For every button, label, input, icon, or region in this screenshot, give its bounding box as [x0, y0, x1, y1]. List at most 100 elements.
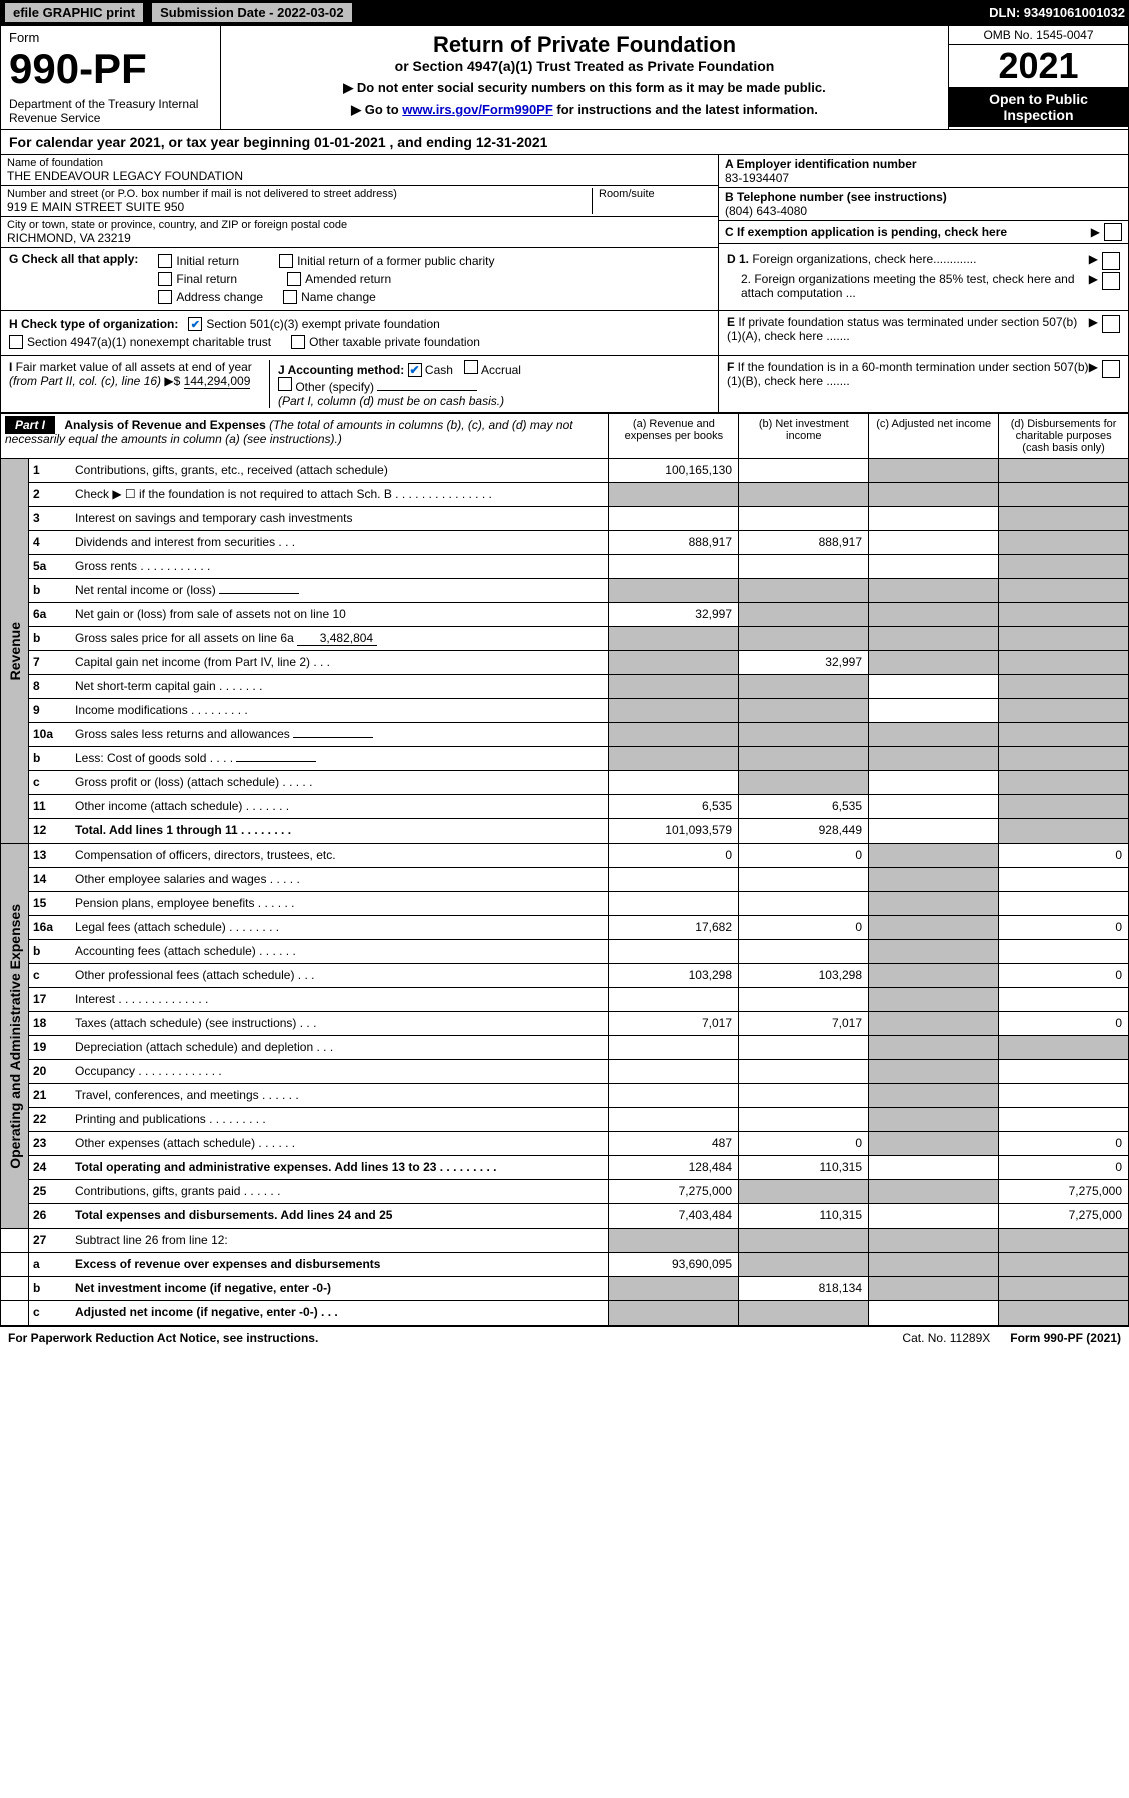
- row-desc: Net rental income or (loss): [69, 579, 608, 602]
- table-cell: 7,017: [738, 1012, 868, 1035]
- table-cell: [738, 603, 868, 626]
- row-num: 13: [29, 844, 69, 867]
- accrual-checkbox[interactable]: [464, 360, 478, 374]
- table-cell: [998, 651, 1128, 674]
- calendar-year: For calendar year 2021, or tax year begi…: [0, 130, 1129, 155]
- table-cell: [868, 1253, 998, 1276]
- table-cell: [608, 723, 738, 746]
- amended-checkbox[interactable]: [287, 272, 301, 286]
- table-cell: [998, 1253, 1128, 1276]
- d2-label: 2. Foreign organizations meeting the 85%…: [727, 272, 1089, 300]
- dln: DLN: 93491061001032: [989, 5, 1125, 20]
- table-cell: 6,535: [608, 795, 738, 818]
- row-desc: Other professional fees (attach schedule…: [69, 964, 608, 987]
- table-cell: [868, 507, 998, 530]
- row-num: b: [29, 627, 69, 650]
- other-taxable-checkbox[interactable]: [291, 335, 305, 349]
- row-desc: Pension plans, employee benefits . . . .…: [69, 892, 608, 915]
- table-cell: [868, 892, 998, 915]
- row-desc: Net investment income (if negative, ente…: [69, 1277, 608, 1300]
- irs-link[interactable]: www.irs.gov/Form990PF: [402, 102, 553, 117]
- row-num: 16a: [29, 916, 69, 939]
- table-row: 15Pension plans, employee benefits . . .…: [29, 892, 1128, 916]
- table-cell: [868, 579, 998, 602]
- addr-change-checkbox[interactable]: [158, 290, 172, 304]
- row-num: 25: [29, 1180, 69, 1203]
- e-checkbox[interactable]: [1102, 315, 1120, 333]
- table-cell: [998, 1060, 1128, 1083]
- tax-year: 2021: [949, 45, 1128, 87]
- table-cell: [998, 555, 1128, 578]
- row-num: 2: [29, 483, 69, 506]
- table-cell: 7,275,000: [608, 1180, 738, 1203]
- h-section: H Check type of organization:✔Section 50…: [0, 311, 1129, 356]
- table-cell: [998, 988, 1128, 1011]
- c-checkbox[interactable]: [1104, 223, 1122, 241]
- table-cell: 487: [608, 1132, 738, 1155]
- d1-checkbox[interactable]: [1102, 252, 1120, 270]
- g-opt-5: Name change: [301, 290, 376, 304]
- g-section: G Check all that apply: Initial returnIn…: [0, 248, 1129, 311]
- table-cell: [868, 940, 998, 963]
- f-checkbox[interactable]: [1102, 360, 1120, 378]
- table-row: 4Dividends and interest from securities …: [29, 531, 1128, 555]
- form-number: 990-PF: [9, 45, 212, 93]
- table-row: 18Taxes (attach schedule) (see instructi…: [29, 1012, 1128, 1036]
- final-return-checkbox[interactable]: [158, 272, 172, 286]
- efile-header: efile GRAPHIC print Submission Date - 20…: [0, 0, 1129, 25]
- 501c3-checkbox[interactable]: ✔: [188, 317, 202, 331]
- row-num: 17: [29, 988, 69, 1011]
- table-cell: [868, 627, 998, 650]
- row-num: 10a: [29, 723, 69, 746]
- table-cell: [868, 1156, 998, 1179]
- efile-print-btn[interactable]: efile GRAPHIC print: [4, 2, 144, 23]
- row-desc: Income modifications . . . . . . . . .: [69, 699, 608, 722]
- row-desc: Total operating and administrative expen…: [69, 1156, 608, 1179]
- table-cell: [998, 1277, 1128, 1300]
- foundation-city: RICHMOND, VA 23219: [7, 231, 712, 245]
- table-cell: [868, 1036, 998, 1059]
- initial-return-checkbox[interactable]: [158, 254, 172, 268]
- table-cell: 128,484: [608, 1156, 738, 1179]
- table-cell: [998, 603, 1128, 626]
- table-cell: 110,315: [738, 1156, 868, 1179]
- table-cell: [738, 1060, 868, 1083]
- table-row: bNet rental income or (loss): [29, 579, 1128, 603]
- i-value: 144,294,009: [184, 374, 251, 389]
- name-change-checkbox[interactable]: [283, 290, 297, 304]
- table-cell: [738, 1301, 868, 1325]
- table-cell: [998, 459, 1128, 482]
- d2-checkbox[interactable]: [1102, 272, 1120, 290]
- table-cell: [608, 892, 738, 915]
- table-cell: 0: [998, 844, 1128, 867]
- table-row: 19Depreciation (attach schedule) and dep…: [29, 1036, 1128, 1060]
- table-cell: [608, 1229, 738, 1252]
- row-desc: Net short-term capital gain . . . . . . …: [69, 675, 608, 698]
- table-cell: [868, 1012, 998, 1035]
- row-desc: Contributions, gifts, grants paid . . . …: [69, 1180, 608, 1203]
- name-cell: Name of foundation THE ENDEAVOUR LEGACY …: [1, 155, 718, 186]
- table-cell: 100,165,130: [608, 459, 738, 482]
- row-num: 19: [29, 1036, 69, 1059]
- cash-checkbox[interactable]: ✔: [408, 363, 422, 377]
- col-d-header: (d) Disbursements for charitable purpose…: [998, 414, 1128, 458]
- phone-value: (804) 643-4080: [725, 204, 1122, 218]
- table-cell: [868, 699, 998, 722]
- table-cell: [868, 1132, 998, 1155]
- g-opt-1: Initial return of a former public charit…: [297, 254, 494, 268]
- row-desc: Total expenses and disbursements. Add li…: [69, 1204, 608, 1228]
- table-row: 2Check ▶ ☐ if the foundation is not requ…: [29, 483, 1128, 507]
- ein-label: A Employer identification number: [725, 157, 1122, 171]
- row-desc: Gross sales less returns and allowances: [69, 723, 608, 746]
- row-num: 11: [29, 795, 69, 818]
- 4947-checkbox[interactable]: [9, 335, 23, 349]
- table-cell: [608, 651, 738, 674]
- row-num: 5a: [29, 555, 69, 578]
- table-row: 16aLegal fees (attach schedule) . . . . …: [29, 916, 1128, 940]
- initial-public-checkbox[interactable]: [279, 254, 293, 268]
- g-opt-3: Amended return: [305, 272, 391, 286]
- other-method-checkbox[interactable]: [278, 377, 292, 391]
- row-num: 3: [29, 507, 69, 530]
- table-cell: [608, 483, 738, 506]
- table-row: 14Other employee salaries and wages . . …: [29, 868, 1128, 892]
